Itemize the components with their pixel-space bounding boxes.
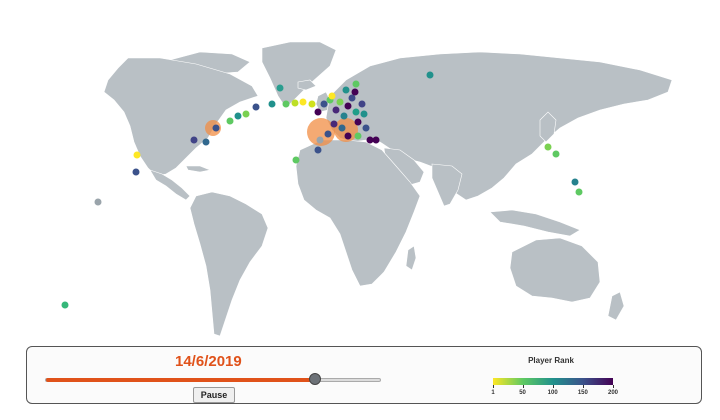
tournament-marker[interactable] — [226, 117, 234, 125]
world-map-svg — [61, 41, 673, 337]
tournament-marker[interactable] — [352, 108, 360, 116]
tournament-marker[interactable] — [571, 178, 579, 186]
tournament-marker[interactable] — [354, 118, 362, 126]
tournament-marker[interactable] — [132, 168, 140, 176]
tournament-marker[interactable] — [336, 98, 344, 106]
tournament-marker[interactable] — [202, 138, 210, 146]
legend-title: Player Rank — [528, 356, 574, 365]
timeline-slider-thumb[interactable] — [308, 373, 321, 385]
player-rank-legend: Player Rank 1 50 100 150 200 — [489, 353, 629, 401]
highlight-marker-iberia — [307, 118, 335, 146]
legend-tick-label: 100 — [547, 390, 558, 396]
highlight-layer — [205, 118, 358, 146]
tournament-marker[interactable] — [94, 198, 102, 206]
land-layer — [103, 41, 673, 337]
tournament-marker[interactable] — [308, 100, 316, 108]
tournament-marker[interactable] — [276, 84, 284, 92]
highlight-marker-spain-france — [334, 118, 358, 142]
landmass-india — [431, 163, 463, 207]
landmass-south-america — [189, 191, 269, 337]
tournament-marker[interactable] — [314, 108, 322, 116]
tournament-marker[interactable] — [252, 103, 260, 111]
legend-tick — [522, 385, 524, 388]
legend-tick — [552, 385, 554, 388]
tournament-marker[interactable] — [352, 80, 360, 88]
landmass-greenland — [261, 41, 337, 109]
tournament-marker[interactable] — [190, 136, 198, 144]
current-date-label: 14/6/2019 — [175, 353, 242, 370]
legend-tick — [582, 385, 584, 388]
tournament-marker[interactable] — [362, 124, 370, 132]
tournament-marker[interactable] — [291, 99, 299, 107]
tournament-marker[interactable] — [282, 100, 290, 108]
tournament-marker[interactable] — [358, 100, 366, 108]
tournament-marker[interactable] — [340, 112, 348, 120]
tournament-marker[interactable] — [354, 132, 362, 140]
tournament-marker[interactable] — [234, 112, 242, 120]
tournament-marker[interactable] — [332, 106, 340, 114]
tournament-marker[interactable] — [426, 71, 434, 79]
tournament-marker[interactable] — [348, 94, 356, 102]
legend-tick-label: 1 — [491, 390, 495, 396]
timeline-slider-fill — [46, 378, 315, 382]
tournament-marker[interactable] — [292, 156, 300, 164]
landmass-new-zealand — [607, 291, 625, 321]
tournament-marker[interactable] — [544, 143, 552, 151]
tournament-marker[interactable] — [360, 110, 368, 118]
tournament-marker[interactable] — [344, 132, 352, 140]
landmass-southeast-asia-islands — [489, 209, 581, 237]
landmass-north-america — [103, 57, 259, 177]
tournament-marker[interactable] — [316, 136, 324, 144]
landmass-japan — [539, 111, 557, 143]
timeline-slider[interactable] — [45, 373, 381, 385]
tournament-marker[interactable] — [133, 151, 141, 159]
tournament-marker[interactable] — [575, 188, 583, 196]
landmass-iceland — [297, 79, 317, 91]
tournament-marker[interactable] — [328, 92, 336, 100]
tournament-marker[interactable] — [314, 146, 322, 154]
landmass-africa — [295, 139, 421, 287]
landmass-central-america — [149, 169, 191, 201]
landmass-australia — [509, 237, 601, 303]
legend-tick-label: 150 — [577, 390, 588, 396]
tournament-marker[interactable] — [366, 136, 374, 144]
world-map — [61, 41, 673, 337]
legend-tick — [613, 385, 614, 388]
legend-tick-label: 50 — [519, 390, 526, 396]
tournament-marker[interactable] — [372, 136, 380, 144]
legend-color-scale — [493, 378, 613, 385]
legend-tick-label: 200 — [607, 390, 619, 396]
tournament-marker[interactable] — [268, 100, 276, 108]
tournament-marker[interactable] — [212, 124, 220, 132]
tournament-marker[interactable] — [351, 88, 359, 96]
landmass-caribbean — [185, 165, 212, 173]
control-panel: 14/6/2019 Pause Player Rank 1 50 100 150 200 — [26, 346, 702, 404]
pause-button[interactable]: Pause — [193, 387, 235, 403]
tournament-marker[interactable] — [552, 150, 560, 158]
tournament-marker[interactable] — [342, 86, 350, 94]
tournament-marker[interactable] — [324, 130, 332, 138]
tournament-marker[interactable] — [330, 120, 338, 128]
tournament-marker[interactable] — [61, 301, 69, 309]
tournament-marker[interactable] — [320, 100, 328, 108]
tournament-marker-layer — [61, 71, 583, 309]
tournament-marker[interactable] — [338, 124, 346, 132]
tournament-marker[interactable] — [344, 102, 352, 110]
tournament-marker[interactable] — [299, 98, 307, 106]
legend-tick — [493, 385, 494, 388]
tournament-marker[interactable] — [242, 110, 250, 118]
landmass-madagascar — [405, 245, 417, 271]
